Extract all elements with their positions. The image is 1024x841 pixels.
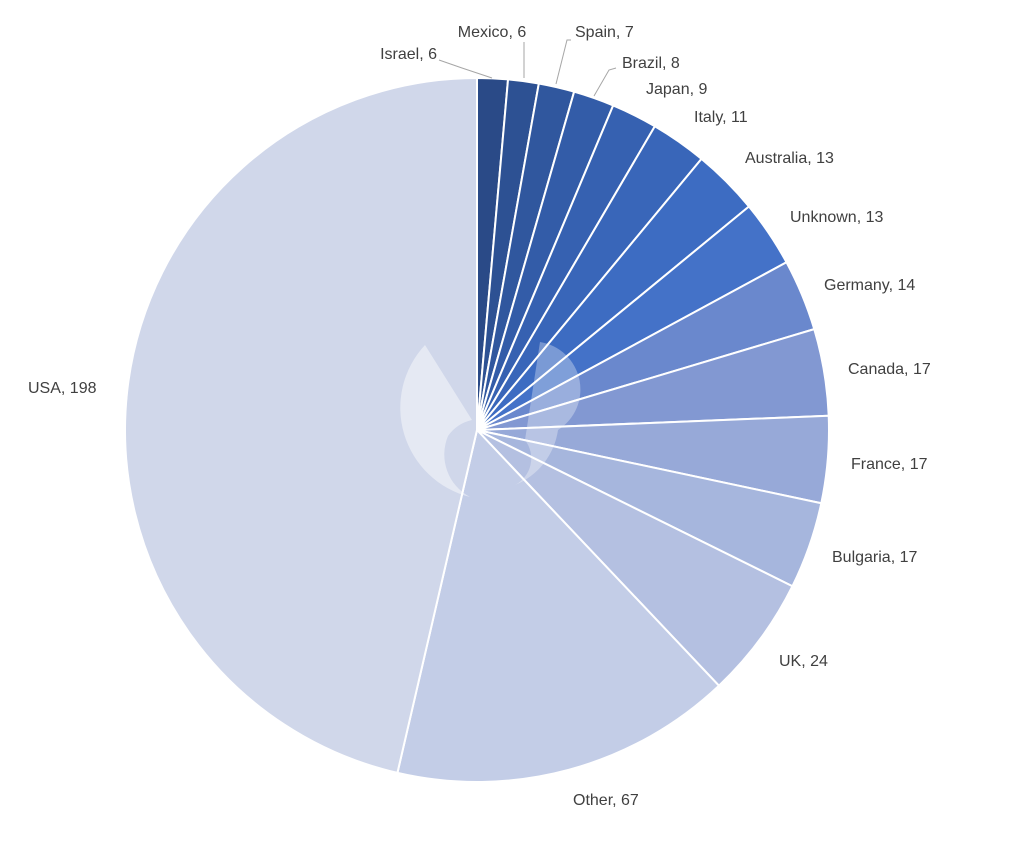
- data-labels: Israel, 6 Mexico, 6 Spain, 7 Brazil, 8 Japan…: [28, 24, 931, 809]
- data-label-brazil: Brazil, 8: [622, 55, 680, 72]
- pie-slices: [124, 77, 830, 783]
- data-label-uk: UK, 24: [779, 653, 828, 670]
- watermark-logo-icon: [400, 342, 581, 497]
- data-label-italy: Italy, 11: [694, 109, 748, 126]
- data-label-other: Other, 67: [573, 792, 639, 809]
- data-label-france: France, 17: [851, 456, 928, 473]
- data-label-bulgaria: Bulgaria, 17: [832, 549, 917, 566]
- data-label-unknown: Unknown, 13: [790, 209, 883, 226]
- data-label-mexico: Mexico, 6: [458, 24, 527, 41]
- data-label-canada: Canada, 17: [848, 361, 931, 378]
- data-label-australia: Australia, 13: [745, 150, 834, 167]
- leader-lines: [438, 39, 617, 97]
- leader-line-spain: [555, 39, 571, 85]
- pie-slice-usa: [124, 77, 478, 774]
- leader-line-israel: [438, 59, 493, 79]
- data-label-spain: Spain, 7: [575, 24, 634, 41]
- data-label-israel: Israel, 6: [380, 46, 437, 63]
- data-label-germany: Germany, 14: [824, 277, 915, 294]
- data-label-japan: Japan, 9: [646, 81, 707, 98]
- data-label-usa: USA, 198: [28, 380, 97, 397]
- pie-slice-other: [396, 429, 720, 783]
- leader-line-brazil: [593, 67, 617, 97]
